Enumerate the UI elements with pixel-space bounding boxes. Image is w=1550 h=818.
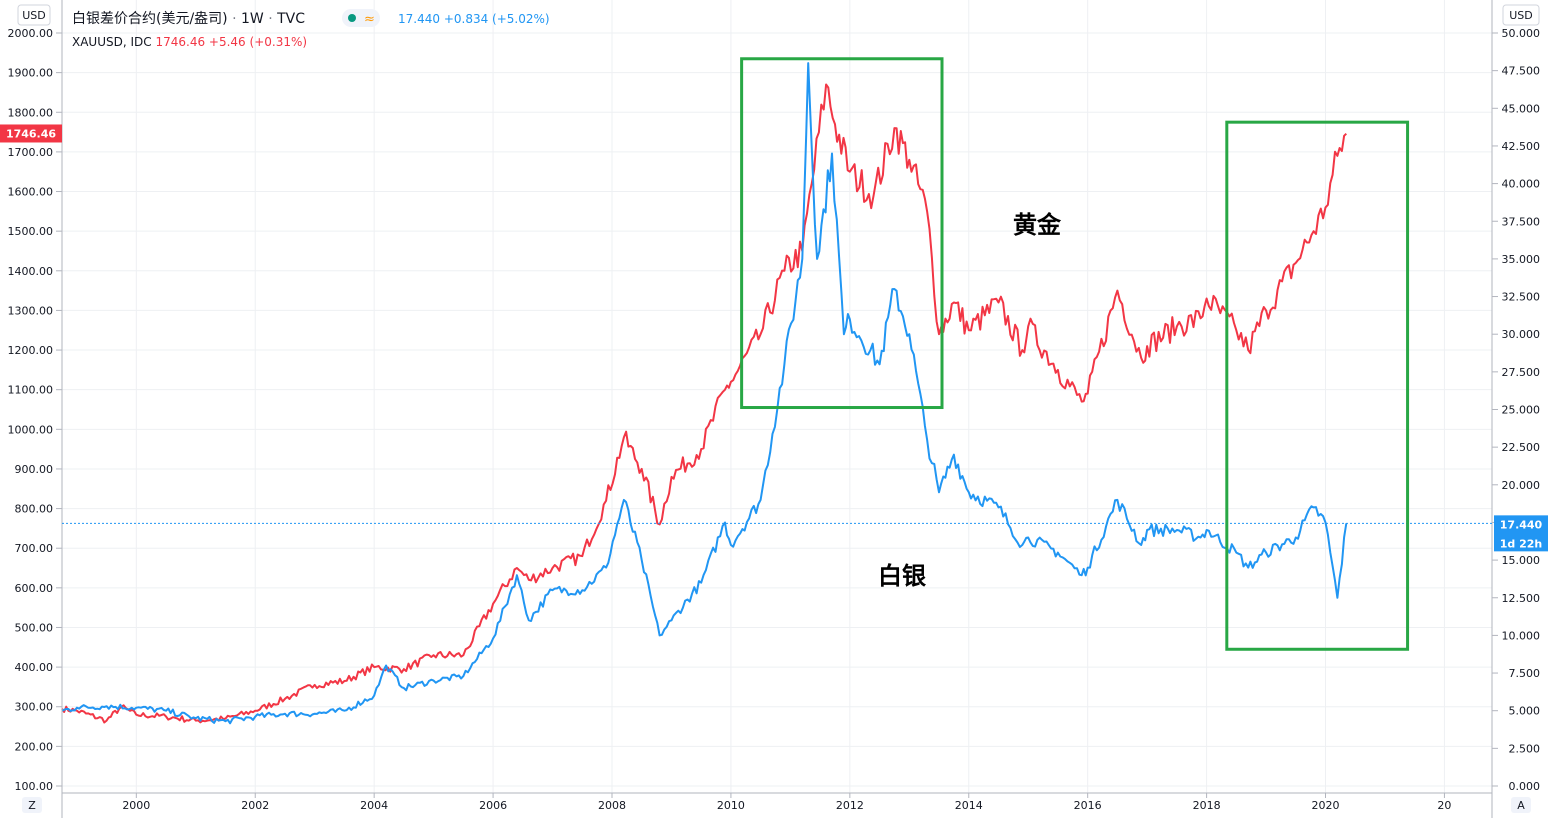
left-currency-badge[interactable]: USD — [17, 4, 51, 26]
left-tick-label: 1800.00 — [8, 106, 54, 119]
highlight-box-2019 — [1225, 120, 1410, 651]
highlight-box-2011 — [740, 57, 944, 410]
left-tick-label: 400.00 — [15, 661, 54, 674]
left-tick-label: 2000.00 — [8, 27, 54, 40]
silver-last-value-tag: 17.440 1d 22h — [1494, 515, 1548, 552]
left-tick-label: 500.00 — [15, 621, 54, 634]
right-tick-label: 30.000 — [1502, 328, 1541, 341]
time-tick-label: 2008 — [598, 799, 626, 812]
right-tick-label: 45.000 — [1502, 102, 1541, 115]
right-tick-label: 32.500 — [1502, 291, 1541, 304]
time-tick-label: 2016 — [1074, 799, 1102, 812]
left-tick-label: 300.00 — [15, 701, 54, 714]
left-tick-label: 100.00 — [15, 780, 54, 793]
time-tick-label: 2014 — [955, 799, 983, 812]
svg-text:1d 22h: 1d 22h — [1500, 537, 1543, 550]
svg-text:17.440: 17.440 — [1500, 518, 1543, 531]
gold-annotation: 黄金 — [1013, 211, 1062, 239]
right-tick-label: 15.000 — [1502, 554, 1541, 567]
left-tick-label: 1100.00 — [8, 384, 54, 397]
left-tick-label: 1200.00 — [8, 344, 54, 357]
svg-text:1746.46: 1746.46 — [6, 127, 56, 140]
svg-text:USD: USD — [1509, 9, 1533, 22]
compare-legend[interactable]: XAUUSD, IDC 1746.46 +5.46 (+0.31%) — [72, 35, 307, 49]
right-tick-label: 5.000 — [1509, 705, 1541, 718]
left-tick-label: 1000.00 — [8, 423, 54, 436]
left-tick-label: 1400.00 — [8, 265, 54, 278]
svg-text:Z: Z — [28, 799, 36, 812]
left-price-axis: 100.00 200.00 300.00 400.00 500.00 600.00 700.… — [8, 27, 62, 793]
left-tick-label: 200.00 — [15, 740, 54, 753]
primary-legend-values: 17.440 +0.834 (+5.02%) — [398, 12, 550, 26]
market-open-icon — [348, 14, 356, 22]
right-tick-label: 20.000 — [1502, 479, 1541, 492]
right-tick-label: 0.000 — [1509, 780, 1541, 793]
right-tick-label: 22.500 — [1502, 441, 1541, 454]
left-tick-label: 600.00 — [15, 582, 54, 595]
gold-series-line[interactable] — [61, 83, 1347, 724]
time-tick-label: 2018 — [1193, 799, 1221, 812]
market-status-badge[interactable]: ≈ — [342, 9, 380, 27]
left-tick-label: 1600.00 — [8, 186, 54, 199]
right-tick-label: 47.500 — [1502, 65, 1541, 78]
time-tick-label: 2012 — [836, 799, 864, 812]
right-tick-label: 37.500 — [1502, 215, 1541, 228]
right-price-axis: 0.000 2.500 5.000 7.500 10.000 12.500 15.000 17… — [1492, 27, 1540, 793]
time-tick-label: 2006 — [479, 799, 507, 812]
time-tick-label: 2004 — [360, 799, 388, 812]
right-tick-label: 42.500 — [1502, 140, 1541, 153]
time-tick-label: 2000 — [122, 799, 150, 812]
chart-grid — [62, 0, 1492, 793]
legend-title[interactable]: 白银差价合约(美元/盎司) · 1W · TVC — [72, 11, 305, 27]
time-tick-label: 20 — [1437, 799, 1451, 812]
time-tick-label: 2010 — [717, 799, 745, 812]
right-tick-label: 27.500 — [1502, 366, 1541, 379]
delayed-data-icon: ≈ — [364, 12, 375, 27]
svg-text:A: A — [1517, 799, 1525, 812]
right-tick-label: 40.000 — [1502, 178, 1541, 191]
series-layer — [61, 62, 1348, 725]
time-tick-label: 2002 — [241, 799, 269, 812]
left-tick-label: 1300.00 — [8, 304, 54, 317]
left-tick-label: 700.00 — [15, 542, 54, 555]
right-tick-label: 12.500 — [1502, 592, 1541, 605]
svg-text:USD: USD — [22, 9, 46, 22]
left-tick-label: 900.00 — [15, 463, 54, 476]
left-tick-label: 1900.00 — [8, 67, 54, 80]
right-tick-label: 35.000 — [1502, 253, 1541, 266]
right-tick-label: 10.000 — [1502, 629, 1541, 642]
silver-series-line[interactable] — [61, 62, 1348, 725]
left-tick-label: 1700.00 — [8, 146, 54, 159]
auto-zoom-button[interactable]: Z — [22, 797, 42, 813]
time-tick-label: 2020 — [1312, 799, 1340, 812]
right-tick-label: 50.000 — [1502, 27, 1541, 40]
right-tick-label: 7.500 — [1509, 667, 1541, 680]
right-tick-label: 2.500 — [1509, 742, 1541, 755]
right-currency-badge[interactable]: USD — [1502, 4, 1540, 26]
auto-scale-button[interactable]: A — [1511, 797, 1531, 813]
left-tick-label: 800.00 — [15, 503, 54, 516]
left-tick-label: 1500.00 — [8, 225, 54, 238]
gold-last-value-tag: 1746.46 — [0, 124, 62, 143]
right-tick-label: 25.000 — [1502, 404, 1541, 417]
silver-annotation: 白银 — [878, 562, 927, 590]
time-axis: 2000 2002 2004 2006 2008 2010 2012 2014 2016 2018… — [122, 793, 1451, 812]
